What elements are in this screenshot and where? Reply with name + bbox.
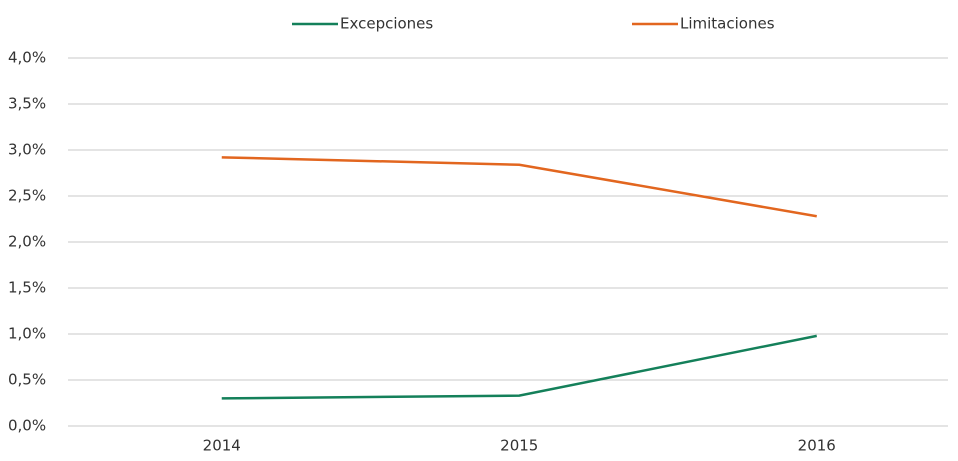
y-tick-label: 3,5% — [8, 95, 46, 113]
x-tick-label: 2015 — [500, 437, 538, 455]
y-tick-label: 0,5% — [8, 371, 46, 389]
y-tick-label: 2,5% — [8, 187, 46, 205]
y-tick-label: 3,0% — [8, 141, 46, 159]
series-line — [221, 334, 817, 400]
legend-label: Excepciones — [340, 15, 433, 33]
y-tick-label: 1,0% — [8, 325, 46, 343]
y-tick-label: 4,0% — [8, 49, 46, 67]
y-tick-label: 1,5% — [8, 279, 46, 297]
x-tick-label: 2016 — [798, 437, 836, 455]
series-line — [221, 156, 817, 218]
y-tick-label: 0,0% — [8, 417, 46, 435]
y-tick-label: 2,0% — [8, 233, 46, 251]
legend-label: Limitaciones — [680, 15, 775, 33]
x-tick-label: 2014 — [203, 437, 241, 455]
